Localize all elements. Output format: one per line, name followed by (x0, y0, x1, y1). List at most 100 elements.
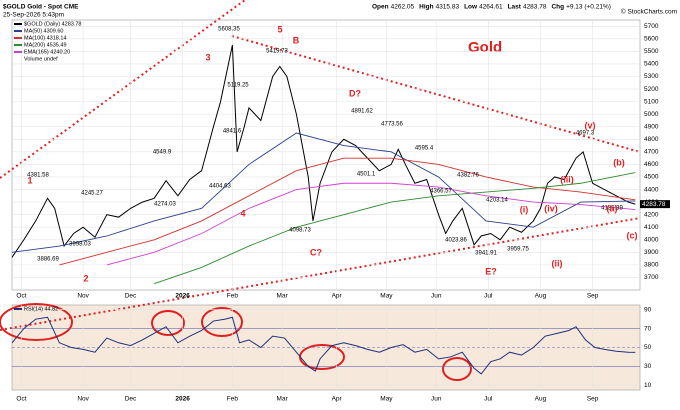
datetime: 25-Sep-2026 5:43pm (3, 12, 64, 19)
price-annotation: 4023.86 (445, 238, 467, 244)
price-annotation: 3959.75 (507, 247, 529, 253)
quote-value: 4315.83 (436, 4, 460, 11)
y-tick-label: 90 (644, 306, 652, 313)
y-tick-label: 4200 (644, 211, 659, 218)
y-tick-label: 3700 (644, 274, 659, 281)
quote-value: 4262.05 (391, 4, 415, 11)
y-tick-label: 4800 (644, 136, 659, 143)
x-tick-label: Jul (484, 396, 493, 403)
x-tick-label: Jun (431, 396, 442, 403)
last-price-box (640, 200, 670, 209)
symbol: $GOLD Gold - Spot CME (3, 4, 79, 11)
wave-label: C? (310, 247, 322, 257)
legend-label: RSI(14) 44.82 (24, 306, 58, 312)
series-line (154, 172, 636, 285)
x-tick-label: Dec (125, 293, 137, 300)
price-annotation: 5608.35 (218, 27, 240, 33)
quote-label: High (419, 4, 433, 11)
x-tick-label: Mar (277, 293, 289, 300)
price-annotation: 4245.27 (81, 191, 103, 197)
x-tick-label: Feb (227, 396, 239, 403)
price-annotation: 3886.69 (37, 257, 59, 263)
wave-label: 5 (277, 24, 282, 34)
legend-label: MA(200) 4535.49 (24, 42, 67, 48)
series-line (106, 182, 636, 266)
price-annotation: 4274.03 (154, 202, 176, 208)
price-panel (11, 19, 641, 291)
x-tick-label: Jul (484, 293, 493, 300)
price-annotation: 4404.63 (209, 184, 231, 190)
x-tick-label: Jun (431, 293, 442, 300)
y-tick-label: 5000 (644, 111, 659, 118)
y-tick-label: 4500 (644, 174, 659, 181)
price-annotation: 5119.25 (227, 83, 249, 89)
wave-label: (iii) (560, 174, 574, 184)
wave-label: (ii) (552, 258, 563, 268)
y-tick-label: 3800 (644, 262, 659, 269)
quote-label: Chg (551, 4, 564, 11)
series-line (11, 316, 636, 375)
price-annotation: 4135.39 (601, 206, 623, 212)
x-tick-label: Nov (77, 293, 89, 300)
legend-label: MA(50) 4309.60 (24, 28, 63, 34)
y-tick-label: 5500 (644, 48, 659, 55)
price-annotation: 3941.91 (475, 251, 497, 257)
y-tick-label: 10 (644, 382, 652, 389)
y-tick-label: 4400 (644, 186, 659, 193)
y-tick-label: 5100 (644, 98, 659, 105)
legend-label: EMA(165) 4240.20 (24, 49, 70, 55)
wave-label: 2 (83, 273, 88, 283)
legend-label: $GOLD (Daily) 4283.78 (24, 21, 81, 27)
price-annotation: 4381.58 (27, 173, 49, 179)
y-tick-label: 4900 (644, 123, 659, 130)
price-annotation: 4595.4 (415, 146, 434, 152)
y-tick-label: 4100 (644, 224, 659, 231)
credit: © StockCharts.com (621, 8, 677, 16)
x-tick-label: 2026 (175, 396, 190, 403)
x-tick-label: Aug (535, 293, 547, 300)
x-tick-label: Sep (587, 293, 599, 300)
price-annotation: 4366.57 (430, 189, 452, 195)
wave-label: 1 (27, 175, 32, 185)
wave-label: (iv) (544, 203, 558, 213)
wave-label: (v) (585, 120, 596, 130)
price-annotation: 4697.3 (576, 131, 595, 137)
price-annotation: 4501.1 (357, 172, 376, 178)
price-annotation: 4098.73 (289, 228, 311, 234)
legend-label: MA(100) 4318.14 (24, 35, 67, 41)
wave-label: D? (349, 88, 361, 98)
y-tick-label: 70 (644, 325, 652, 332)
wave-label: (a) (607, 203, 618, 213)
price-annotation: 4841.6 (223, 129, 242, 135)
y-tick-label: 5600 (644, 36, 659, 43)
series-line (59, 157, 636, 266)
price-annotation: 4549.9 (153, 150, 172, 156)
y-tick-label: 30 (644, 363, 652, 370)
x-tick-label: Oct (16, 396, 26, 403)
price-annotation: 3998.03 (69, 242, 91, 248)
x-tick-label: May (380, 293, 393, 300)
x-tick-label: Sep (587, 396, 599, 403)
price-annotation: 4773.56 (381, 122, 403, 128)
wave-label: E? (485, 266, 497, 276)
rsi-panel (11, 304, 641, 391)
series-line (11, 132, 636, 253)
wave-label: B (293, 35, 300, 45)
wave-label: 4 (240, 208, 245, 218)
x-tick-label: 2026 (175, 293, 190, 300)
quote-value: 4283.78 (523, 4, 547, 11)
x-tick-label: Oct (16, 293, 26, 300)
x-tick-label: Aug (535, 396, 547, 403)
last-price-label: 4283.78 (642, 201, 666, 208)
y-tick-label: 4700 (644, 149, 659, 156)
price-annotation: 5419.73 (266, 49, 288, 55)
price-annotation: 4382.76 (457, 173, 479, 179)
y-tick-label: 5400 (644, 61, 659, 68)
quote-label: Open (372, 4, 389, 11)
y-tick-label: 5700 (644, 23, 659, 30)
quote-label: Last (508, 4, 522, 11)
wave-label: 3 (205, 52, 210, 62)
chart-title: Gold (468, 39, 502, 56)
wave-label: (i) (520, 204, 529, 214)
